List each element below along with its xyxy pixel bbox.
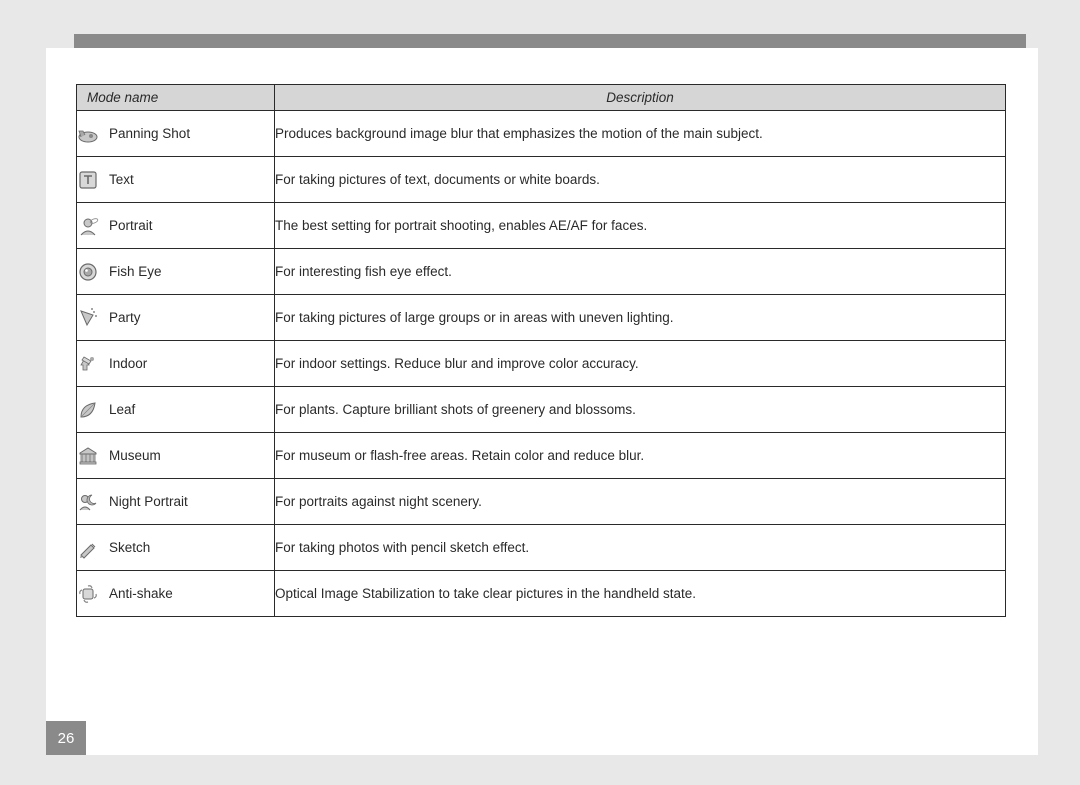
- mode-cell: Text: [77, 157, 275, 203]
- mode-cell: Fish Eye: [77, 249, 275, 295]
- panning-shot-icon: [77, 123, 99, 145]
- table-row: Portrait The best setting for portrait sh…: [77, 203, 1006, 249]
- header-description: Description: [275, 85, 1006, 111]
- mode-name-label: Indoor: [109, 356, 147, 371]
- mode-cell: Portrait: [77, 203, 275, 249]
- mode-description: For portraits against night scenery.: [275, 479, 1006, 525]
- table-row: Fish Eye For interesting fish eye effect.: [77, 249, 1006, 295]
- fish-eye-icon: [77, 261, 99, 283]
- mode-cell: Museum: [77, 433, 275, 479]
- sketch-icon: [77, 537, 99, 559]
- table-row: Party For taking pictures of large groups…: [77, 295, 1006, 341]
- table-row: Museum For museum or flash-free areas. Re…: [77, 433, 1006, 479]
- mode-cell: Indoor: [77, 341, 275, 387]
- mode-name-label: Panning Shot: [109, 126, 190, 141]
- night-portrait-icon: [77, 491, 99, 513]
- page-number-text: 26: [58, 730, 75, 747]
- table-row: Sketch For taking photos with pencil sket…: [77, 525, 1006, 571]
- table-row: Anti-shake Optical Image Stabilization to…: [77, 571, 1006, 617]
- mode-cell: Leaf: [77, 387, 275, 433]
- mode-name-label: Anti-shake: [109, 586, 173, 601]
- mode-name-label: Portrait: [109, 218, 153, 233]
- text-icon: [77, 169, 99, 191]
- leaf-icon: [77, 399, 99, 421]
- mode-description: The best setting for portrait shooting, …: [275, 203, 1006, 249]
- indoor-icon: [77, 353, 99, 375]
- mode-name-label: Night Portrait: [109, 494, 188, 509]
- table-header-row: Mode name Description: [77, 85, 1006, 111]
- table-row: Leaf For plants. Capture brilliant shots …: [77, 387, 1006, 433]
- mode-description: For museum or flash-free areas. Retain c…: [275, 433, 1006, 479]
- mode-description: For taking photos with pencil sketch eff…: [275, 525, 1006, 571]
- mode-description: For taking pictures of large groups or i…: [275, 295, 1006, 341]
- mode-cell: Night Portrait: [77, 479, 275, 525]
- mode-description: Produces background image blur that emph…: [275, 111, 1006, 157]
- party-icon: [77, 307, 99, 329]
- table-row: Text For taking pictures of text, documen…: [77, 157, 1006, 203]
- mode-name-label: Text: [109, 172, 134, 187]
- mode-name-label: Museum: [109, 448, 161, 463]
- mode-name-label: Fish Eye: [109, 264, 162, 279]
- mode-name-label: Party: [109, 310, 141, 325]
- mode-cell: Panning Shot: [77, 111, 275, 157]
- mode-description: For interesting fish eye effect.: [275, 249, 1006, 295]
- mode-description: For taking pictures of text, documents o…: [275, 157, 1006, 203]
- header-bar: [74, 34, 1026, 48]
- mode-description: Optical Image Stabilization to take clea…: [275, 571, 1006, 617]
- mode-name-label: Sketch: [109, 540, 150, 555]
- modes-table: Mode name Description Panning Shot Produc…: [76, 84, 1006, 617]
- table-row: Panning Shot Produces background image bl…: [77, 111, 1006, 157]
- anti-shake-icon: [77, 583, 99, 605]
- mode-name-label: Leaf: [109, 402, 135, 417]
- mode-description: For indoor settings. Reduce blur and imp…: [275, 341, 1006, 387]
- museum-icon: [77, 445, 99, 467]
- mode-cell: Anti-shake: [77, 571, 275, 617]
- mode-cell: Party: [77, 295, 275, 341]
- portrait-icon: [77, 215, 99, 237]
- table-row: Night Portrait For portraits against nigh…: [77, 479, 1006, 525]
- page-number: 26: [46, 721, 86, 755]
- header-mode-name: Mode name: [77, 85, 275, 111]
- mode-cell: Sketch: [77, 525, 275, 571]
- mode-description: For plants. Capture brilliant shots of g…: [275, 387, 1006, 433]
- table-row: Indoor For indoor settings. Reduce blur a…: [77, 341, 1006, 387]
